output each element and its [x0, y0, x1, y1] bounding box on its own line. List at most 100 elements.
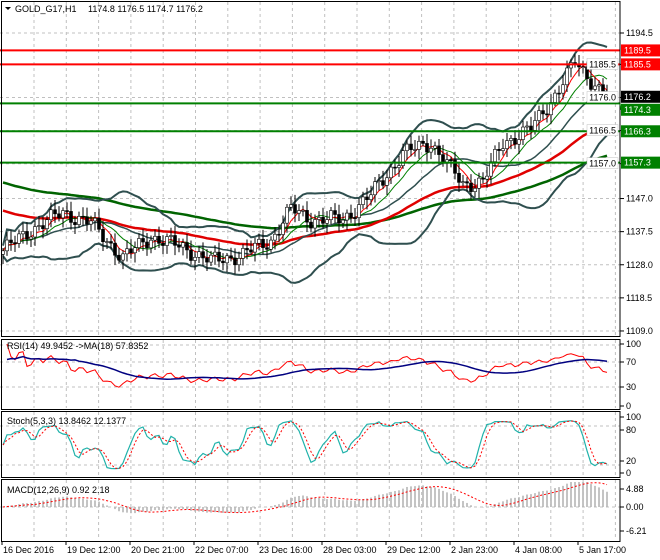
- candle: [521, 120, 525, 145]
- candle-body: [437, 145, 441, 155]
- candle-body: [365, 196, 369, 200]
- candle-body: [309, 221, 313, 229]
- candle: [417, 135, 421, 159]
- candle-body: [373, 181, 377, 196]
- candle: [41, 216, 45, 239]
- candle: [481, 172, 485, 184]
- candle: [565, 60, 569, 93]
- candle-body: [93, 217, 97, 222]
- candle: [529, 116, 533, 140]
- price-tick-label: 1128.0: [626, 260, 653, 270]
- candle-body: [121, 253, 125, 261]
- candle-body: [481, 177, 485, 180]
- candle: [81, 207, 85, 227]
- candle: [397, 155, 401, 177]
- candle: [317, 211, 321, 228]
- candle: [17, 229, 21, 248]
- candle-body: [201, 251, 205, 259]
- candle: [385, 169, 389, 195]
- candle-body: [217, 251, 221, 262]
- pane-border: [1, 1, 621, 337]
- candle-body: [81, 215, 85, 218]
- candle-body: [21, 231, 25, 235]
- candle: [53, 200, 57, 223]
- candle: [461, 174, 465, 187]
- candle: [173, 225, 177, 256]
- candle: [165, 233, 169, 254]
- candle-body: [69, 211, 73, 223]
- candle-body: [113, 242, 117, 256]
- candle: [93, 212, 97, 231]
- candle: [121, 250, 125, 270]
- stoch-main-line: [2, 420, 608, 470]
- candle: [85, 207, 89, 232]
- candle: [289, 196, 293, 212]
- rsi-ma-line: [6, 355, 608, 380]
- chart-header: GOLD_G17,H1 1174.8 1176.5 1174.7 1176.2: [5, 4, 203, 14]
- candle-body: [141, 238, 145, 243]
- stoch-tick-label: 20: [626, 456, 636, 466]
- candle-body: [325, 219, 329, 224]
- macd-tick-label: -6.21: [626, 526, 647, 536]
- candle-body: [249, 249, 253, 253]
- candle: [125, 240, 129, 262]
- price-tick-label: 1118.5: [626, 293, 652, 303]
- candle: [49, 202, 53, 228]
- candle: [57, 206, 61, 222]
- candle-body: [221, 260, 225, 264]
- price-tick-tag: [586, 124, 619, 136]
- candle: [313, 214, 317, 237]
- candle: [557, 85, 561, 103]
- price-tick-label: 1157.0: [589, 159, 616, 169]
- pane-border: [1, 479, 621, 542]
- candle: [497, 142, 501, 161]
- candle: [269, 236, 273, 253]
- candle: [133, 241, 137, 263]
- candle: [357, 198, 361, 227]
- candle-body: [305, 210, 309, 223]
- candle: [45, 215, 49, 235]
- candle-body: [145, 241, 149, 249]
- candle-body: [589, 78, 593, 90]
- candle-body: [301, 210, 305, 212]
- candle-body: [317, 217, 321, 220]
- time-tick-label: 19 Dec 12:00: [67, 545, 121, 555]
- candle-body: [181, 242, 185, 248]
- candle-body: [469, 182, 473, 192]
- candle-body: [89, 220, 93, 225]
- candle-body: [425, 143, 429, 153]
- current-price-badge: [621, 90, 660, 103]
- candle: [561, 74, 565, 100]
- candle-body: [161, 243, 165, 246]
- candle-body: [109, 241, 113, 244]
- candle: [513, 130, 517, 149]
- indicator-panes[interactable]: [2, 343, 608, 514]
- candle-body: [513, 138, 517, 145]
- candle-body: [553, 92, 557, 103]
- candle: [205, 249, 209, 272]
- dropdown-triangle-icon[interactable]: [5, 7, 11, 10]
- price-tick-label: 1137.5: [626, 227, 653, 237]
- candle-body: [293, 204, 297, 214]
- candle-body: [413, 149, 417, 151]
- candle: [33, 220, 37, 246]
- candle-body: [289, 204, 293, 208]
- stoch-label: Stoch(5,3,3) 13.8462 12.1377: [7, 416, 126, 426]
- candle-body: [169, 235, 173, 237]
- candle: [281, 215, 285, 241]
- current-price-label: 1176.2: [624, 92, 651, 102]
- candle: [517, 129, 521, 154]
- main-price-pane[interactable]: [0, 41, 620, 284]
- candle: [329, 207, 333, 225]
- candle-body: [313, 219, 317, 229]
- macd-tick-label: 4.88: [626, 484, 644, 494]
- candle: [37, 216, 41, 231]
- candle: [105, 237, 109, 250]
- candle-body: [133, 247, 137, 254]
- candle-body: [281, 222, 285, 235]
- candle: [361, 191, 365, 209]
- candle: [337, 204, 341, 232]
- candle-body: [149, 239, 153, 249]
- candle-body: [153, 235, 157, 241]
